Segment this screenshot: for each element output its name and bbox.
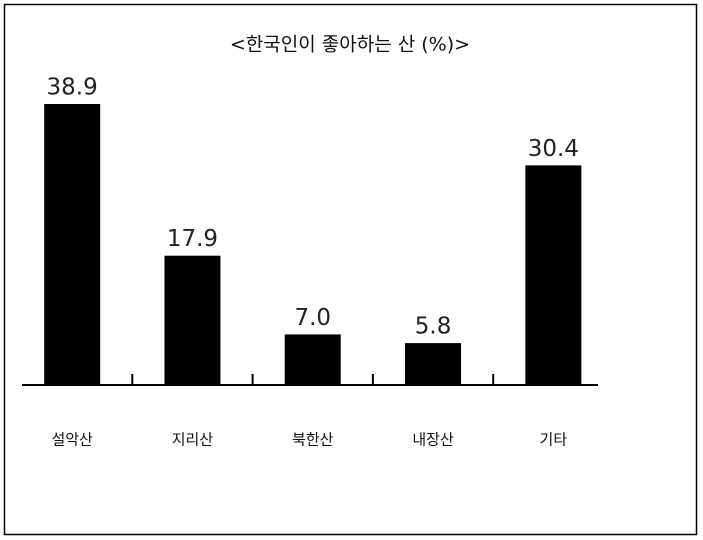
x-tick-label: 지리산: [172, 431, 214, 449]
value-label: 5.8: [415, 314, 452, 340]
value-label: 30.4: [528, 136, 579, 162]
value-label: 38.9: [47, 75, 98, 101]
value-label: 17.9: [167, 226, 218, 252]
bar: [164, 255, 221, 385]
x-tick-label: 설악산: [51, 431, 93, 449]
x-tick-label: 내장산: [412, 431, 454, 449]
chart-title: <한국인이 좋아하는 산 (%)>: [230, 34, 470, 56]
bar: [525, 165, 582, 385]
x-tick-label: 기타: [540, 431, 568, 449]
bar: [284, 334, 341, 385]
value-label: 7.0: [294, 305, 331, 331]
bar: [405, 343, 462, 385]
x-tick-label: 북한산: [292, 431, 334, 449]
bar: [44, 104, 101, 385]
frame: [3, 3, 698, 536]
